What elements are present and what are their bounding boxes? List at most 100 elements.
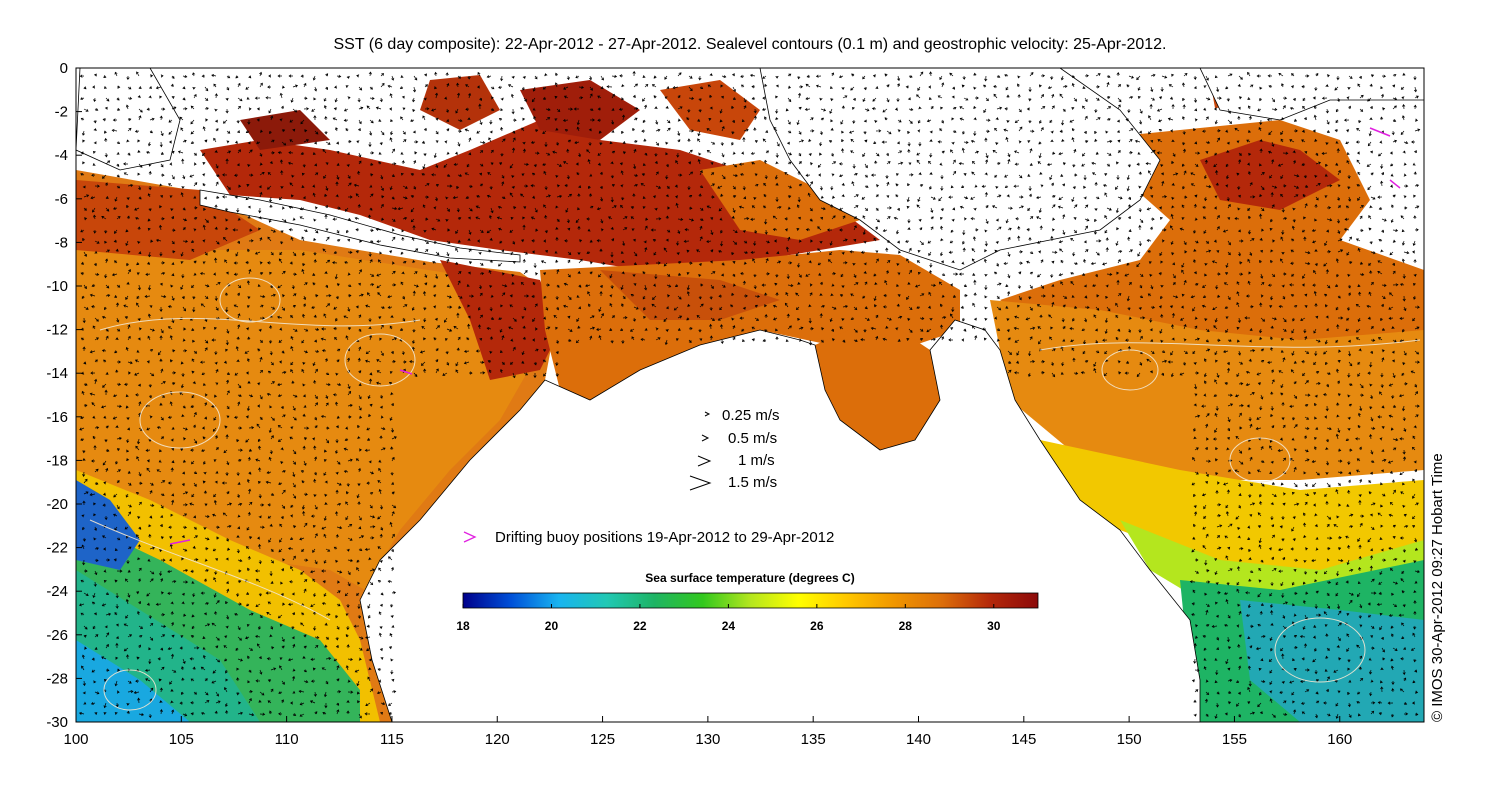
velocity-arrow <box>1205 533 1209 539</box>
velocity-arrow <box>509 294 514 298</box>
velocity-arrow <box>302 383 306 387</box>
velocity-arrow <box>390 566 395 572</box>
velocity-arrow <box>775 182 779 187</box>
velocity-arrow <box>281 270 286 275</box>
velocity-arrow <box>996 226 1002 231</box>
velocity-arrow <box>1205 75 1209 81</box>
velocity-arrow <box>204 347 208 352</box>
velocity-arrow <box>1194 141 1198 145</box>
velocity-arrow <box>258 592 262 597</box>
velocity-arrow <box>182 218 188 222</box>
velocity-arrow <box>248 448 253 452</box>
velocity-arrow <box>346 625 350 631</box>
velocity-arrow <box>850 150 855 154</box>
velocity-arrow <box>1157 139 1163 143</box>
velocity-arrow <box>897 75 901 82</box>
velocity-arrow <box>677 106 683 110</box>
velocity-arrow <box>136 349 140 353</box>
velocity-arrow <box>412 86 417 93</box>
velocity-arrow <box>247 655 250 660</box>
buoy-legend: Drifting buoy positions 19-Apr-2012 to 2… <box>463 529 834 546</box>
velocity-arrow <box>237 711 244 715</box>
velocity-arrow <box>160 536 164 540</box>
velocity-arrow <box>914 284 921 288</box>
velocity-arrow <box>534 75 538 80</box>
velocity-arrow <box>895 183 899 187</box>
velocity-arrow <box>578 185 582 189</box>
velocity-arrow <box>1106 96 1111 100</box>
velocity-arrow <box>83 382 88 386</box>
velocity-arrow <box>488 137 492 143</box>
velocity-arrow <box>192 86 196 90</box>
velocity-arrow <box>687 138 691 143</box>
velocity-arrow <box>1201 404 1207 408</box>
velocity-arrow <box>600 313 604 319</box>
velocity-arrow <box>742 229 746 233</box>
velocity-arrow <box>124 382 129 386</box>
velocity-arrow <box>204 569 209 573</box>
velocity-arrow <box>258 227 262 231</box>
velocity-arrow <box>289 537 294 540</box>
velocity-arrow <box>1227 416 1231 423</box>
velocity-arrow <box>291 174 295 178</box>
velocity-arrow <box>1193 713 1197 717</box>
velocity-arrow <box>1139 316 1146 320</box>
velocity-arrow <box>191 614 195 618</box>
velocity-arrow <box>268 108 272 114</box>
velocity-arrow <box>446 258 450 264</box>
velocity-arrow <box>299 713 305 717</box>
velocity-arrow <box>751 161 756 165</box>
velocity-arrow <box>1014 150 1020 154</box>
velocity-arrow <box>257 445 262 451</box>
velocity-arrow <box>94 570 98 576</box>
velocity-arrow <box>839 294 844 297</box>
velocity-arrow <box>479 141 486 145</box>
velocity-arrow <box>457 239 461 243</box>
velocity-arrow <box>618 107 624 111</box>
velocity-arrow <box>388 702 393 706</box>
velocity-arrow <box>897 129 901 133</box>
velocity-arrow <box>577 152 582 158</box>
velocity-arrow <box>753 127 757 132</box>
velocity-arrow <box>952 207 956 211</box>
velocity-arrow <box>313 237 317 242</box>
velocity-arrow <box>596 327 602 332</box>
velocity-arrow <box>237 448 243 452</box>
velocity-arrow <box>267 85 272 89</box>
velocity-arrow <box>686 249 690 253</box>
velocity-arrow <box>355 250 360 254</box>
x-tick-label: 100 <box>63 731 88 748</box>
velocity-arrow <box>456 347 460 352</box>
velocity-arrow <box>93 141 97 145</box>
velocity-arrow <box>710 172 715 176</box>
velocity-arrow <box>1136 162 1141 166</box>
velocity-arrow <box>357 603 361 610</box>
velocity-arrow <box>776 205 782 209</box>
velocity-arrow <box>303 492 308 496</box>
velocity-arrow <box>423 97 427 101</box>
velocity-arrow <box>1171 103 1175 110</box>
velocity-arrow <box>665 194 669 198</box>
velocity-arrow <box>644 247 648 253</box>
velocity-arrow <box>270 667 277 671</box>
velocity-arrow <box>368 317 372 323</box>
velocity-arrow <box>82 317 86 324</box>
velocity-arrow <box>952 294 957 298</box>
velocity-arrow <box>314 206 318 210</box>
velocity-arrow <box>422 204 426 209</box>
velocity-arrow <box>226 130 231 134</box>
velocity-arrow <box>804 107 811 112</box>
velocity-arrow <box>1193 203 1197 209</box>
velocity-arrow <box>292 713 297 716</box>
velocity-arrow <box>655 217 662 221</box>
velocity-arrow <box>490 108 495 111</box>
velocity-arrow <box>127 504 132 508</box>
velocity-arrow <box>596 239 602 243</box>
velocity-arrow <box>1181 82 1186 88</box>
velocity-arrow <box>279 360 283 364</box>
velocity-arrow <box>981 184 987 188</box>
velocity-arrow <box>1214 713 1218 719</box>
velocity-arrow <box>742 306 746 310</box>
velocity-arrow <box>167 591 173 595</box>
velocity-arrow <box>918 218 922 222</box>
